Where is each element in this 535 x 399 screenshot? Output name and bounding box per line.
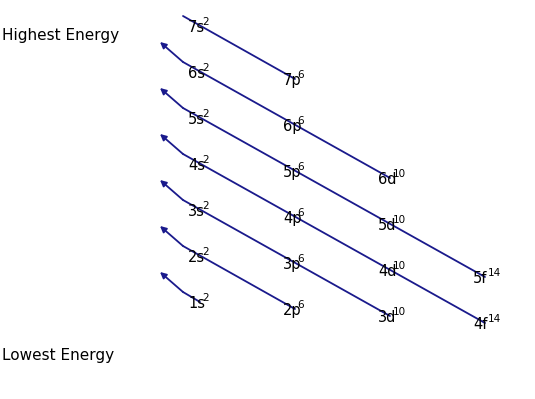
Text: Highest Energy: Highest Energy: [2, 28, 119, 43]
Text: 2s: 2s: [188, 250, 205, 265]
Text: 5p: 5p: [283, 165, 302, 180]
Text: 2: 2: [203, 247, 209, 257]
Text: 14: 14: [487, 268, 501, 278]
Text: 6d: 6d: [378, 172, 396, 187]
Text: 6p: 6p: [283, 119, 302, 134]
Text: 2: 2: [203, 201, 209, 211]
Text: 5d: 5d: [378, 218, 396, 233]
Text: 5f: 5f: [473, 271, 487, 286]
Text: 2: 2: [203, 155, 209, 165]
Text: 2: 2: [203, 293, 209, 303]
Text: 2: 2: [203, 63, 209, 73]
Text: 4p: 4p: [283, 211, 302, 226]
Text: 3s: 3s: [188, 204, 205, 219]
Text: 4f: 4f: [473, 317, 487, 332]
Text: 7p: 7p: [283, 73, 302, 88]
Text: 10: 10: [393, 215, 406, 225]
Text: 6: 6: [297, 162, 304, 172]
Text: 2: 2: [203, 109, 209, 119]
Text: 6: 6: [297, 254, 304, 264]
Text: 6s: 6s: [188, 66, 205, 81]
Text: 7s: 7s: [188, 20, 205, 35]
Text: 10: 10: [393, 169, 406, 179]
Text: 4d: 4d: [378, 264, 396, 279]
Text: 6: 6: [297, 300, 304, 310]
Text: 2: 2: [203, 17, 209, 27]
Text: 1s: 1s: [188, 296, 205, 311]
Text: 3d: 3d: [378, 310, 396, 325]
Text: 6: 6: [297, 208, 304, 218]
Text: 5s: 5s: [188, 112, 205, 127]
Text: Lowest Energy: Lowest Energy: [2, 348, 114, 363]
Text: 6: 6: [297, 70, 304, 80]
Text: 4s: 4s: [188, 158, 205, 173]
Text: 2p: 2p: [283, 303, 302, 318]
Text: 6: 6: [297, 116, 304, 126]
Text: 10: 10: [393, 307, 406, 317]
Text: 3p: 3p: [283, 257, 301, 272]
Text: 14: 14: [487, 314, 501, 324]
Text: 10: 10: [393, 261, 406, 271]
